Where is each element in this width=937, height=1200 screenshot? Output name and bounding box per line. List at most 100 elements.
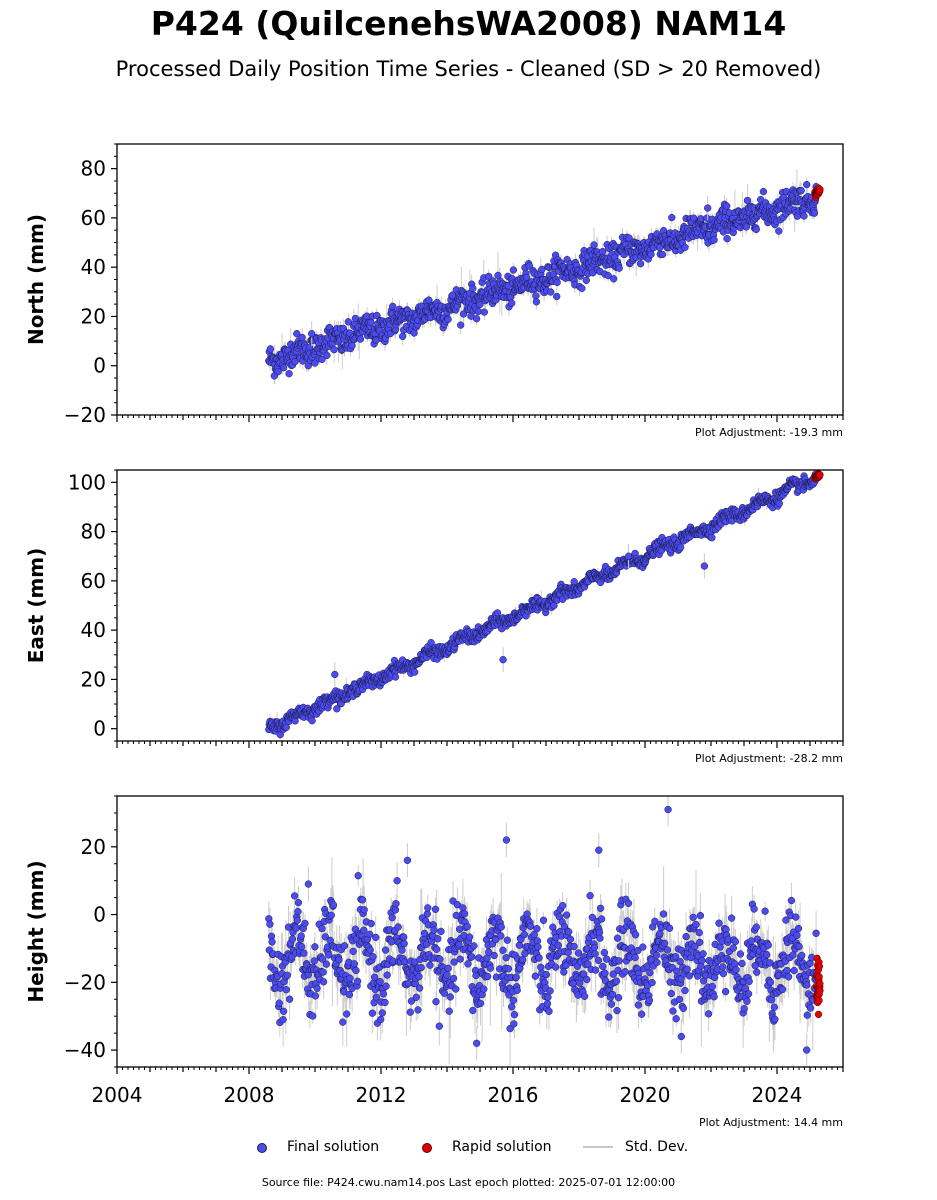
final-point (282, 986, 290, 994)
final-point (290, 892, 299, 900)
final-point (699, 950, 707, 958)
final-point (586, 892, 594, 900)
outlier-point (403, 856, 412, 865)
final-point (465, 933, 474, 941)
final-point (464, 960, 472, 968)
final-point (533, 937, 542, 945)
outlier-point (704, 204, 712, 212)
final-point (398, 332, 407, 341)
final-point (553, 292, 561, 301)
y-tick-label: 20 (81, 304, 106, 328)
source-note: Source file: P424.cwu.nam14.pos Last epo… (261, 1176, 676, 1189)
final-point (752, 923, 760, 931)
outlier-point (595, 846, 603, 854)
final-point (531, 972, 539, 980)
final-point (294, 898, 303, 907)
final-point (335, 956, 343, 964)
final-point (383, 971, 391, 979)
final-point (469, 284, 477, 293)
final-point (378, 1009, 386, 1017)
final-point (508, 299, 516, 307)
final-point (695, 929, 703, 937)
final-point (795, 942, 803, 951)
final-point (696, 911, 705, 920)
final-point (282, 723, 290, 732)
final-point (513, 986, 521, 994)
final-point (283, 971, 292, 979)
final-point (398, 946, 406, 954)
final-point (608, 990, 617, 999)
legend-label-rapid: Rapid solution (452, 1139, 552, 1155)
final-point (744, 990, 753, 998)
final-point (605, 1013, 613, 1021)
final-point (436, 955, 444, 963)
final-point (583, 975, 591, 984)
final-point (311, 943, 319, 951)
final-point (535, 954, 543, 962)
panel-1: 0 20 40 60 80 100 East (mm) Plot Adjustment: -2… (24, 469, 844, 765)
y-tick-label: 80 (81, 157, 106, 181)
final-point (490, 951, 498, 960)
y-tick-label: 0 (93, 717, 106, 741)
final-point (803, 180, 811, 189)
final-point (732, 966, 740, 974)
chart-subtitle: Processed Daily Position Time Series - C… (115, 57, 822, 81)
final-point (369, 953, 377, 961)
final-point (543, 1000, 552, 1008)
final-point (525, 262, 533, 270)
final-point (268, 938, 276, 946)
final-point (798, 951, 806, 960)
final-point (596, 934, 604, 942)
final-point (775, 227, 783, 235)
x-tick-label: 2008 (224, 1083, 275, 1107)
series-group-0 (265, 169, 824, 385)
final-point (596, 904, 605, 912)
final-point (367, 919, 375, 928)
final-point (389, 302, 397, 311)
rapid-point (816, 987, 824, 995)
final-point (420, 929, 429, 938)
x-tick-label: 2012 (356, 1083, 407, 1107)
final-point (682, 932, 690, 941)
final-point (763, 951, 771, 959)
final-point (719, 963, 727, 971)
final-point (747, 937, 755, 945)
final-point (775, 499, 783, 508)
final-point (771, 1015, 779, 1023)
final-point (723, 202, 731, 210)
final-point (470, 942, 478, 950)
series-group-2 (265, 796, 824, 1067)
outlier-point (331, 670, 339, 679)
final-point (631, 931, 640, 939)
final-point (797, 186, 805, 195)
final-point (356, 335, 365, 343)
final-point (350, 960, 358, 968)
final-point (445, 1007, 453, 1015)
y-tick-label: −20 (64, 970, 106, 994)
final-point (570, 942, 578, 951)
final-point (366, 930, 374, 938)
legend: Final solution Rapid solution Std. Dev. (0, 1136, 937, 1158)
panel-0: −20 0 20 40 60 80 North (mm) Plot Adjustment: -… (24, 143, 844, 439)
outlier-point (308, 330, 316, 338)
final-point (645, 996, 654, 1004)
final-point (476, 300, 484, 309)
final-point (469, 1006, 477, 1015)
final-point (656, 929, 664, 938)
final-point (406, 1008, 414, 1016)
final-point (601, 969, 609, 977)
legend-marker-rapid (422, 1143, 432, 1153)
final-point (279, 364, 288, 372)
final-point (510, 1010, 519, 1019)
final-point (512, 973, 520, 981)
final-point (532, 298, 541, 306)
final-point (504, 965, 513, 973)
final-point (778, 985, 787, 994)
final-point (373, 311, 381, 320)
outlier-point (700, 562, 709, 570)
final-point (319, 968, 327, 976)
final-point (330, 346, 338, 354)
final-point (435, 1022, 443, 1030)
final-point (613, 934, 622, 942)
